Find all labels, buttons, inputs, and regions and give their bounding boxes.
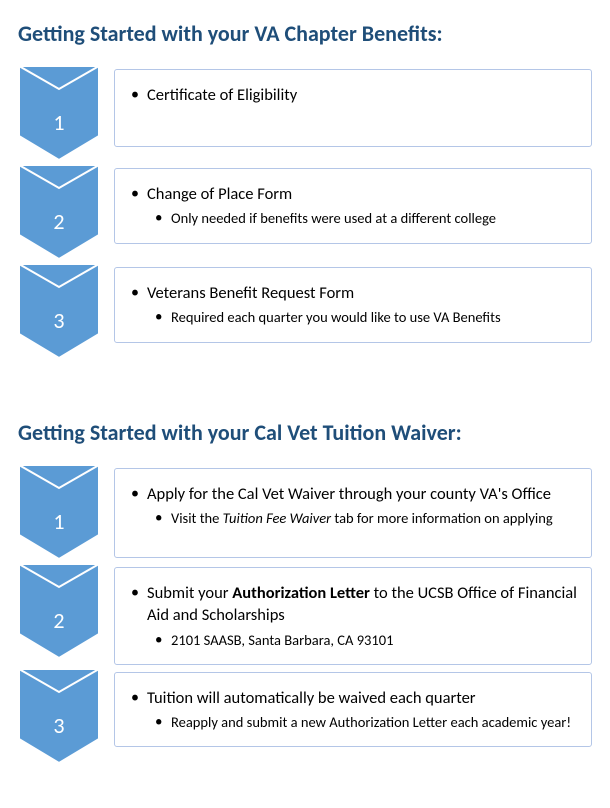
step-sub-text: Only needed if benefits were used at a d… <box>129 208 577 228</box>
section-title: Getting Started with your VA Chapter Ben… <box>18 20 592 47</box>
step-box: Change of Place Form Only needed if benef… <box>114 168 592 244</box>
step-main-text: Change of Place Form <box>129 183 577 205</box>
step-number: 1 <box>18 109 100 136</box>
section-title: Getting Started with your Cal Vet Tuitio… <box>18 419 592 446</box>
step-number: 2 <box>18 208 100 235</box>
step-row: 1 Certificate of Eligibility <box>18 65 592 161</box>
step-row: 1 Apply for the Cal Vet Waiver through yo… <box>18 464 592 560</box>
step-number: 3 <box>18 307 100 334</box>
step-box: Submit your Authorization Letter to the … <box>114 567 592 665</box>
step-main-text: Tuition will automatically be waived eac… <box>129 687 577 709</box>
step-box: Tuition will automatically be waived eac… <box>114 672 592 748</box>
step-sub-text: Visit the Tuition Fee Waiver tab for mor… <box>129 508 577 528</box>
step-number: 2 <box>18 607 100 634</box>
chevron-icon: 1 <box>18 65 100 161</box>
step-number: 3 <box>18 712 100 739</box>
step-box: Apply for the Cal Vet Waiver through you… <box>114 468 592 558</box>
step-box: Veterans Benefit Request Form Required ea… <box>114 267 592 343</box>
section: Getting Started with your Cal Vet Tuitio… <box>18 419 592 764</box>
chevron-icon: 2 <box>18 563 100 659</box>
step-main-text: Apply for the Cal Vet Waiver through you… <box>129 483 577 505</box>
step-number: 1 <box>18 508 100 535</box>
step-sub-text: Reapply and submit a new Authorization L… <box>129 712 577 732</box>
step-row: 2 Submit your Authorization Letter to the… <box>18 563 592 665</box>
step-row: 3 Tuition will automatically be waived ea… <box>18 668 592 764</box>
chevron-icon: 2 <box>18 164 100 260</box>
section: Getting Started with your VA Chapter Ben… <box>18 20 592 359</box>
chevron-icon: 1 <box>18 464 100 560</box>
step-main-text: Veterans Benefit Request Form <box>129 282 577 304</box>
chevron-icon: 3 <box>18 263 100 359</box>
chevron-icon: 3 <box>18 668 100 764</box>
step-box: Certificate of Eligibility <box>114 69 592 147</box>
step-sub-text: Required each quarter you would like to … <box>129 307 577 327</box>
step-sub-text: 2101 SAASB, Santa Barbara, CA 93101 <box>129 630 577 650</box>
step-row: 2 Change of Place Form Only needed if bene… <box>18 164 592 260</box>
step-row: 3 Veterans Benefit Request Form Required e… <box>18 263 592 359</box>
step-main-text: Certificate of Eligibility <box>129 84 577 106</box>
step-main-text: Submit your Authorization Letter to the … <box>129 582 577 627</box>
